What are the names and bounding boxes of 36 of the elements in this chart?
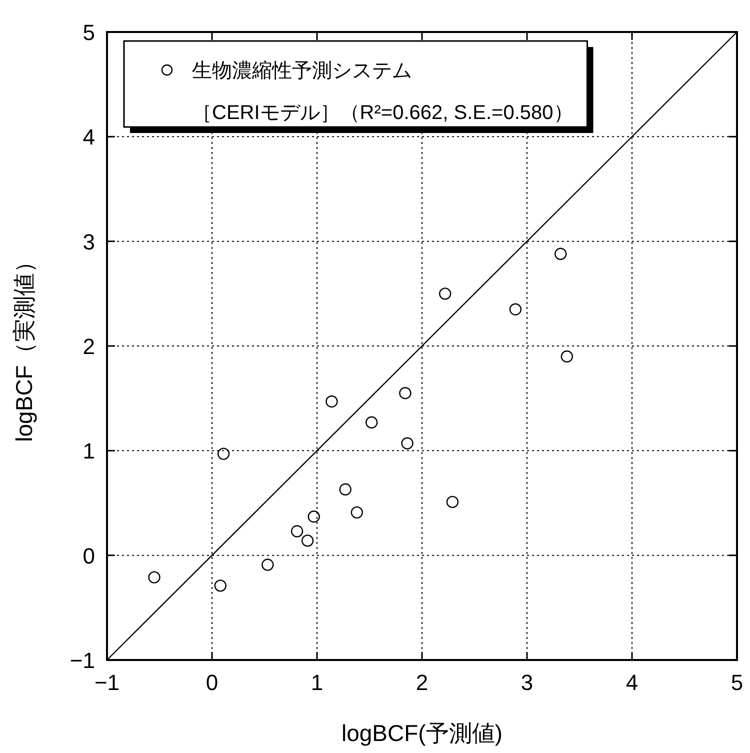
point bbox=[401, 437, 414, 450]
annotation: ［CERIモデル］（R²=0.662, S.E.=0.580） bbox=[192, 102, 574, 124]
point bbox=[399, 387, 412, 400]
point bbox=[301, 534, 314, 547]
y-tick-label: 3 bbox=[82, 229, 95, 254]
x-tick-label: 3 bbox=[520, 670, 534, 695]
y-axis-title: logBCF（実測値） bbox=[11, 250, 37, 442]
x-tick-label: 2 bbox=[416, 670, 428, 695]
x-axis-title: logBCF(予測値) bbox=[341, 720, 503, 746]
y-tick-label: 0 bbox=[82, 543, 95, 568]
point bbox=[366, 416, 378, 429]
point bbox=[308, 510, 320, 523]
legend-label: 生物濃縮性予測システム bbox=[192, 60, 412, 82]
x-tick-label: 1 bbox=[310, 670, 324, 695]
point bbox=[439, 288, 452, 300]
point bbox=[217, 448, 230, 460]
legend: 生物濃縮性予測システム ［CERIモデル］（R²=0.662, S.E.=0.580） bbox=[123, 40, 594, 133]
point bbox=[509, 303, 522, 316]
x-tick-label: 5 bbox=[730, 670, 744, 695]
point bbox=[560, 350, 573, 363]
point bbox=[326, 395, 338, 408]
y-tick-label: −1 bbox=[70, 648, 95, 673]
x-tick-label: 4 bbox=[626, 670, 638, 695]
point bbox=[446, 496, 459, 508]
point bbox=[350, 506, 363, 519]
point bbox=[290, 525, 304, 538]
x-tick-label: 0 bbox=[206, 670, 218, 695]
point bbox=[339, 483, 352, 496]
y-tick-label: 2 bbox=[82, 334, 95, 359]
point bbox=[148, 571, 160, 584]
y-tick-label: 5 bbox=[82, 20, 95, 45]
y-tick-label: 1 bbox=[82, 438, 95, 464]
point bbox=[214, 580, 226, 592]
point bbox=[554, 248, 567, 260]
y-tick-label: 4 bbox=[82, 124, 95, 150]
point bbox=[262, 558, 274, 571]
